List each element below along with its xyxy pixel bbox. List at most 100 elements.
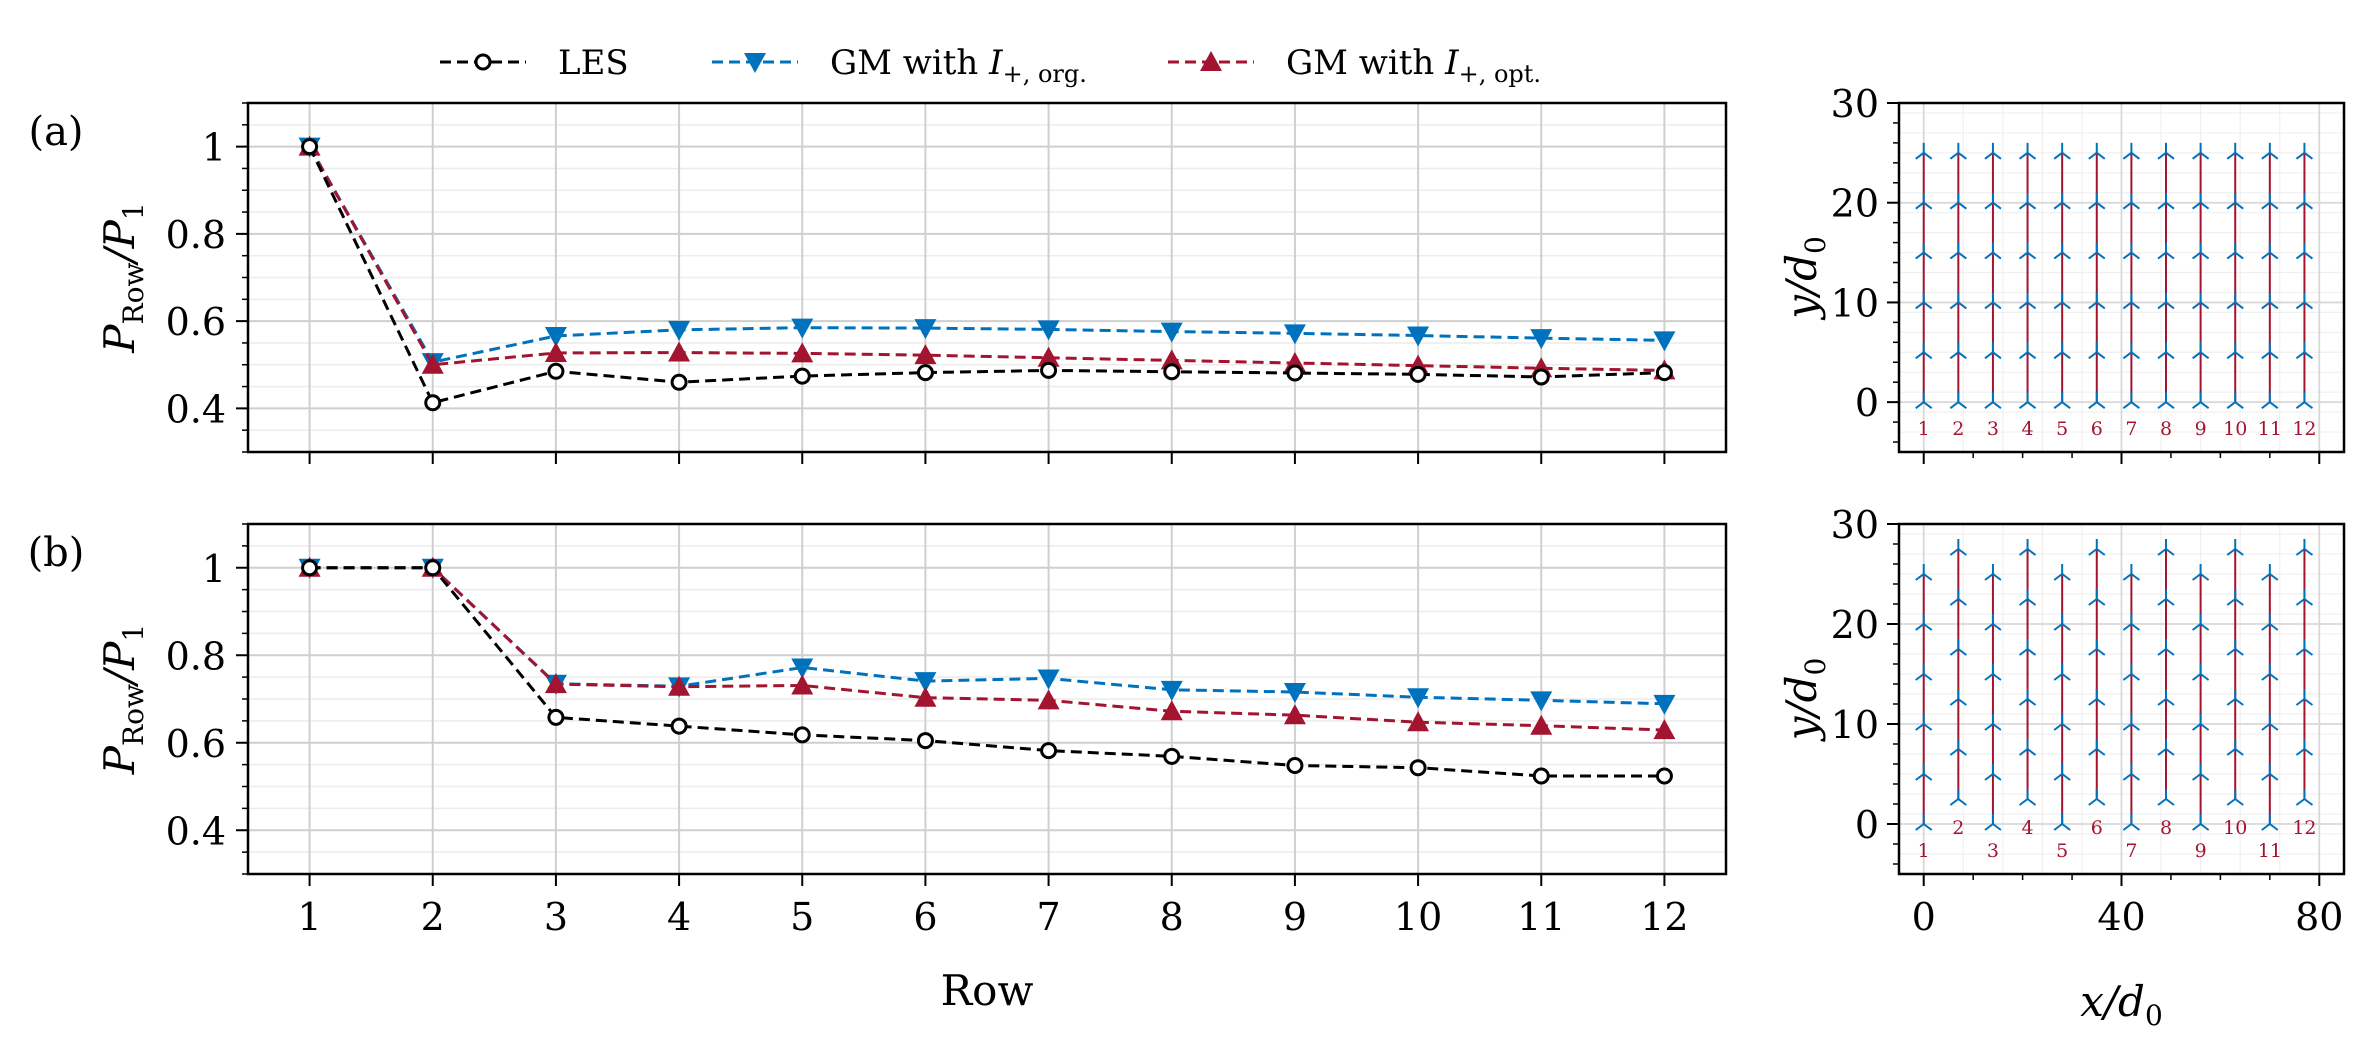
turbine-marker: [2122, 664, 2140, 681]
turbine-blade: [1923, 251, 1933, 260]
turbine-marker: [2088, 292, 2106, 310]
data-point: [1530, 329, 1553, 350]
turbine-marker: [1949, 639, 1967, 656]
turbine-marker: [2192, 192, 2210, 210]
turbine-marker: [2295, 689, 2314, 706]
turbine-blade: [1984, 351, 1994, 360]
x-tick-label: 1: [297, 895, 321, 939]
turbine-marker: [1915, 192, 1933, 210]
data-point: [914, 672, 937, 693]
turbine-blade: [2130, 152, 2140, 160]
data-point: [1655, 364, 1673, 382]
turbine-blade: [1915, 251, 1925, 260]
turbine-blade: [2157, 201, 2167, 210]
turbine-blade: [1923, 823, 1933, 831]
turbine-blade: [2061, 301, 2071, 310]
panel-label: (b): [28, 530, 85, 576]
turbine-blade: [2061, 573, 2071, 581]
turbine-blade: [2303, 598, 2314, 606]
turbine-blade: [2026, 548, 2037, 556]
turbine-blade: [2234, 648, 2244, 656]
data-point: [424, 394, 442, 412]
turbine-marker: [2157, 142, 2175, 160]
row-number-label: 8: [2160, 817, 2172, 839]
turbine-blade: [2018, 648, 2029, 656]
row-number-label: 7: [2125, 840, 2137, 862]
turbine-marker: [2261, 664, 2279, 681]
turbine-blade: [2088, 201, 2098, 210]
x-tick-label: 0: [1912, 895, 1936, 939]
turbine-blade: [1984, 773, 1994, 781]
turbine-blade: [2122, 251, 2132, 260]
turbine-blade: [2130, 251, 2140, 260]
x-tick-label: 9: [1283, 895, 1307, 939]
turbine-blade: [2165, 548, 2175, 556]
turbine-marker: [2261, 192, 2279, 210]
turbine-blade: [2200, 201, 2210, 210]
turbine-marker: [2018, 789, 2037, 806]
data-point: [1655, 767, 1673, 785]
turbine-blade: [2303, 351, 2314, 360]
y-tick-label: 0.4: [166, 387, 226, 431]
data-point: [1653, 694, 1676, 715]
turbine-marker: [1949, 292, 1967, 310]
series-line: [309, 566, 1665, 706]
turbine-marker: [1984, 614, 2002, 631]
turbine-marker: [1915, 714, 1933, 731]
turbine-marker: [2122, 192, 2140, 210]
turbine-marker: [2053, 664, 2071, 681]
turbine-marker: [2261, 342, 2279, 360]
turbine-marker: [2295, 342, 2314, 360]
turbine-marker: [2088, 142, 2106, 160]
legend: LES GM with I+, org. GM with I+, opt.: [440, 43, 1541, 88]
turbine-blade: [2200, 723, 2210, 731]
turbine-blade: [2061, 723, 2071, 731]
turbine-blade: [2303, 301, 2314, 310]
turbine-marker: [2226, 292, 2244, 310]
turbine-blade: [1915, 573, 1925, 581]
y-tick-label: 10: [1831, 281, 1879, 325]
turbine-blade: [2018, 251, 2029, 260]
turbine-blade: [2234, 401, 2244, 409]
row-number-label: 7: [2125, 418, 2137, 440]
turbine-blade: [2226, 598, 2236, 606]
data-point: [914, 686, 937, 707]
turbine-blade: [2165, 401, 2175, 409]
turbine-marker: [1984, 764, 2002, 781]
turbine-marker: [2122, 292, 2140, 310]
turbine-blade: [2200, 623, 2210, 631]
turbine-marker: [2157, 292, 2175, 310]
turbine-blade: [2295, 301, 2306, 310]
turbine-blade: [2157, 251, 2167, 260]
turbine-blade: [1957, 648, 1967, 656]
legend-marker: [1200, 51, 1222, 71]
data-point: [544, 673, 567, 694]
turbine-blade: [2165, 798, 2175, 806]
turbine-blade: [2026, 798, 2037, 806]
x-tick-label: 12: [1640, 895, 1688, 939]
turbine-blade: [2234, 201, 2244, 210]
turbine-blade: [2061, 251, 2071, 260]
turbine-marker: [1984, 714, 2002, 731]
data-point: [544, 326, 567, 347]
data-point: [1283, 324, 1306, 345]
turbine-blade: [2157, 798, 2167, 806]
turbine-blade: [2261, 773, 2271, 781]
turbine-blade: [2234, 251, 2244, 260]
turbine-blade: [2130, 723, 2140, 731]
data-point: [668, 320, 691, 341]
line-panel-a: 0.4 0.6 0.8 1 (a) PRow/P1: [28, 101, 1728, 464]
turbine-marker: [2088, 739, 2106, 756]
turbine-blade: [2061, 401, 2071, 409]
turbine-blade: [2018, 152, 2029, 160]
x-axis-label: x/d0: [2080, 977, 2163, 1032]
turbine-blade: [2130, 823, 2140, 831]
turbine-blade: [2303, 748, 2314, 756]
data-point: [793, 726, 811, 744]
turbine-blade: [2053, 573, 2063, 581]
turbine-blade: [2096, 648, 2106, 656]
turbine-blade: [2122, 673, 2132, 681]
